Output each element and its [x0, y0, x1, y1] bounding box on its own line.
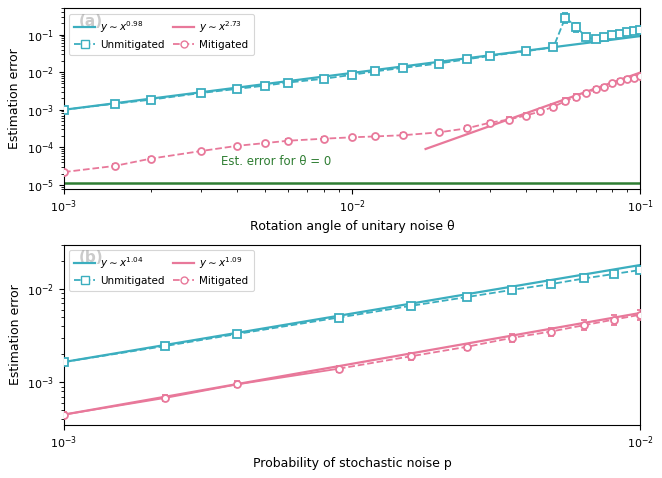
- Legend: $y \sim x^{0.98}$, Unmitigated, $y \sim x^{2.73}$, Mitigated: $y \sim x^{0.98}$, Unmitigated, $y \sim …: [69, 13, 254, 55]
- Legend: $y \sim x^{1.04}$, Unmitigated, $y \sim x^{1.09}$, Mitigated: $y \sim x^{1.04}$, Unmitigated, $y \sim …: [69, 250, 254, 291]
- X-axis label: Probability of stochastic noise p: Probability of stochastic noise p: [253, 456, 451, 470]
- Text: (a): (a): [78, 14, 103, 29]
- Y-axis label: Estimation error: Estimation error: [9, 48, 21, 149]
- Y-axis label: Estimation error: Estimation error: [9, 284, 22, 385]
- X-axis label: Rotation angle of unitary noise θ: Rotation angle of unitary noise θ: [250, 220, 454, 233]
- Text: Est. error for θ = 0: Est. error for θ = 0: [220, 155, 331, 168]
- Text: (b): (b): [78, 250, 103, 265]
